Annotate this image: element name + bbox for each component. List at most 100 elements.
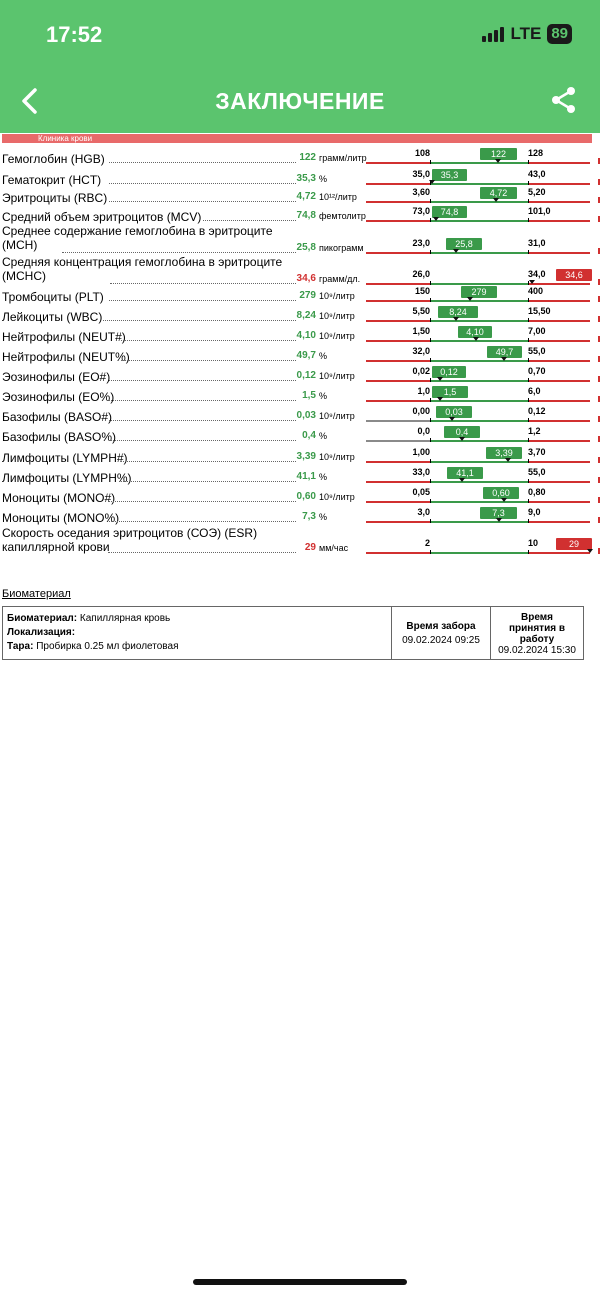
result-row: Нейтрофилы (NEUT#) 4,10 10⁹/литр 1,50 7,00 4,…: [0, 326, 600, 344]
scale-segment: [430, 283, 528, 285]
result-value: 4,72: [296, 191, 316, 202]
result-unit: 10⁹/литр: [319, 371, 355, 381]
scale-segment: [528, 252, 590, 254]
reference-low: 3,60: [412, 187, 430, 197]
value-pointer-icon: [467, 297, 473, 301]
scale-segment: [366, 552, 430, 554]
scale-tick: [430, 358, 431, 362]
scale-segment: [528, 501, 590, 503]
accept-time-cell: Время принятия в работу 09.02.2024 15:30: [491, 607, 583, 659]
scale-segment: [528, 380, 590, 382]
scale-segment: [548, 552, 590, 554]
page-title: ЗАКЛЮЧЕНИЕ: [215, 88, 385, 114]
leader-dots: [121, 360, 296, 361]
leader-dots: [108, 521, 296, 522]
scale-end-mark: [598, 336, 600, 342]
scale-segment: [430, 320, 528, 322]
reference-low: 0,0: [417, 426, 430, 436]
value-pointer-icon: [453, 317, 459, 321]
scale-tick: [528, 479, 529, 483]
reference-low: 0,02: [412, 366, 430, 376]
result-row: Эозинофилы (EO#) 0,12 10⁹/литр 0,02 0,70 0,12: [0, 366, 600, 384]
value-pointer-icon: [459, 437, 465, 441]
biomaterial-title: Биоматериал: [2, 588, 71, 600]
scale-tick: [528, 499, 529, 503]
scale-segment: [366, 252, 430, 254]
scale-segment: [430, 252, 528, 254]
scale-tick: [528, 338, 529, 342]
scale-tick: [528, 160, 529, 164]
scale-end-mark: [598, 248, 600, 254]
value-pointer-icon: [473, 337, 479, 341]
result-value: 0,03: [296, 410, 316, 421]
reference-high: 55,0: [528, 346, 546, 356]
scale-end-mark: [598, 356, 600, 362]
scale-segment: [430, 552, 528, 554]
value-marker-label: 4,72: [480, 187, 517, 199]
result-value: 4,10: [296, 330, 316, 341]
result-row: Средняя концентрация гемоглобина в эритр…: [0, 255, 600, 287]
value-marker-label: 74,8: [432, 206, 467, 218]
back-icon[interactable]: [16, 86, 46, 116]
scale-tick: [528, 459, 529, 463]
result-name: Тромбоциты (PLT): [2, 290, 104, 304]
value-pointer-icon: [495, 159, 501, 163]
scale-tick: [430, 479, 431, 483]
scale-tick: [528, 250, 529, 254]
scale-tick: [430, 160, 431, 164]
scale-segment: [430, 360, 528, 362]
scale-segment: [528, 300, 590, 302]
accept-time: 09.02.2024 15:30: [498, 645, 576, 656]
result-row: Эозинофилы (EO%) 1,5% 1,0 6,0 1,5: [0, 386, 600, 404]
value-marker-label: 25,8: [446, 238, 482, 250]
home-indicator[interactable]: [193, 1279, 407, 1285]
scale-tick: [528, 418, 529, 422]
reference-high: 101,0: [528, 206, 551, 216]
reference-low: 32,0: [412, 346, 430, 356]
value-pointer-icon: [449, 417, 455, 421]
share-icon[interactable]: [550, 86, 578, 114]
scale-segment: [528, 481, 590, 483]
result-name: Эритроциты (RBC): [2, 191, 108, 205]
result-row: Гематокрит (HCT) 35,3% 35,0 43,0 35,3: [0, 169, 600, 187]
reference-low: 0,05: [412, 487, 430, 497]
value-marker-label: 0,60: [483, 487, 519, 499]
scale-segment: [366, 220, 430, 222]
result-unit: %: [319, 431, 328, 441]
localization-label: Локализация:: [7, 627, 76, 638]
scale-segment: [430, 420, 528, 422]
leader-dots: [108, 162, 296, 163]
scale-tick: [430, 550, 431, 554]
scale-segment: [528, 320, 590, 322]
scale-segment: [366, 283, 430, 285]
status-time: 17:52: [46, 22, 103, 47]
scale-segment: [528, 360, 590, 362]
scale-tick: [430, 250, 431, 254]
value-pointer-icon: [429, 180, 435, 184]
collect-time-cell: Время забора 09.02.2024 09:25: [392, 607, 491, 659]
result-value: 8,24: [296, 310, 316, 321]
section-label: Клиника крови: [38, 134, 93, 143]
reference-high: 43,0: [528, 169, 546, 179]
result-unit: фемтолитр: [319, 211, 366, 221]
scale-tick: [528, 218, 529, 222]
scale-end-mark: [598, 279, 600, 285]
value-marker-label: 3,39: [486, 447, 522, 459]
leader-dots: [108, 201, 296, 202]
result-row: Среднее содержание гемоглобина в эритроц…: [0, 224, 600, 256]
scale-segment: [366, 300, 430, 302]
result-value: 3,39: [296, 451, 316, 462]
material-label: Биоматериал:: [7, 613, 78, 624]
scale-segment: [528, 183, 590, 185]
scale-segment: [528, 201, 590, 203]
scale-end-mark: [598, 396, 600, 402]
result-name: Скорость оседания эритроцитов (СОЭ) (ESR…: [2, 526, 258, 554]
reference-low: 23,0: [412, 238, 430, 248]
result-value: 0,4: [302, 430, 316, 441]
scale-tick: [528, 519, 529, 523]
result-row: Моноциты (MONO%) 7,3% 3,0 9,0 7,3: [0, 507, 600, 525]
scale-end-mark: [598, 436, 600, 442]
network-type: LTE: [510, 24, 542, 43]
reference-low: 33,0: [412, 467, 430, 477]
result-value: 7,3: [302, 511, 316, 522]
